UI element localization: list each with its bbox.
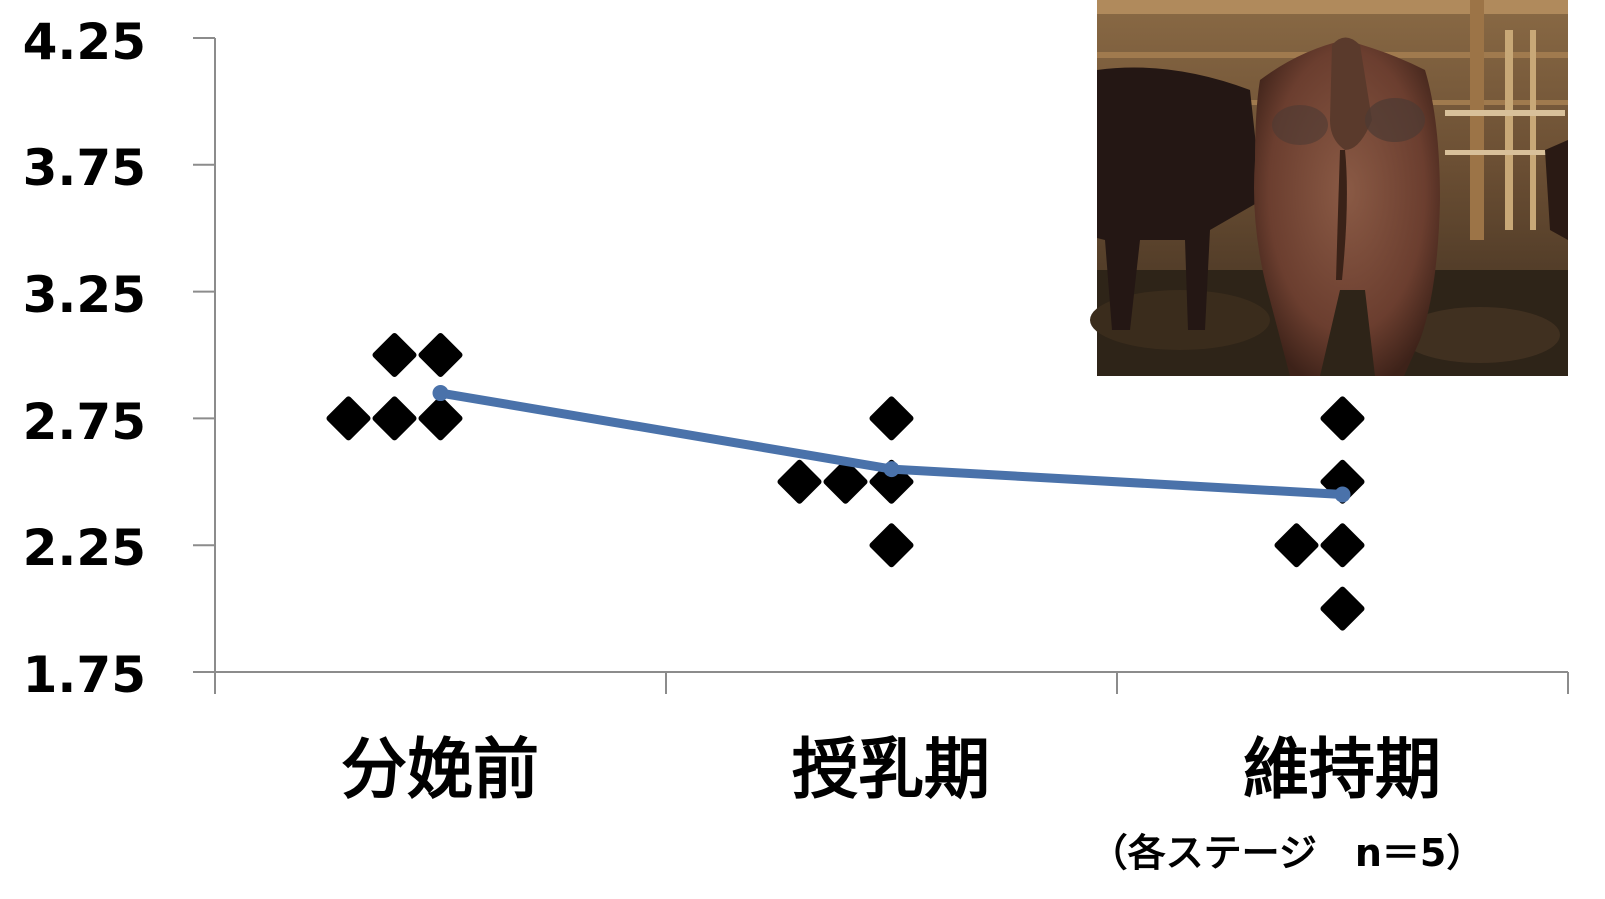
data-point <box>869 523 914 568</box>
mean-line-layer <box>432 385 1351 503</box>
category-label: 授乳期 <box>792 731 990 808</box>
y-tick-label: 3.75 <box>23 139 146 197</box>
x-tick-marks <box>214 672 1569 694</box>
y-tick-label: 1.75 <box>23 646 146 704</box>
data-point <box>823 459 868 504</box>
y-tick-label: 4.25 <box>23 13 146 71</box>
data-point <box>1320 396 1365 441</box>
data-point <box>869 396 914 441</box>
cow-rear-view-photo <box>1090 0 1568 376</box>
data-point <box>372 333 417 377</box>
y-tick-label: 3.25 <box>23 266 146 324</box>
category-labels: 分娩前 授乳期 維持期 <box>341 731 1441 808</box>
data-point <box>1274 523 1319 568</box>
data-point <box>326 396 371 441</box>
mean-marker <box>432 385 449 402</box>
y-tick-label: 2.75 <box>23 393 146 451</box>
data-point <box>418 396 463 441</box>
data-points <box>326 333 1365 631</box>
y-tick-marks <box>193 37 215 673</box>
data-point <box>777 459 822 504</box>
mean-marker <box>1334 486 1351 503</box>
category-label: 分娩前 <box>341 731 539 808</box>
data-point <box>372 396 417 441</box>
sample-size-note: （各ステージ n＝5） <box>1090 831 1485 875</box>
data-point <box>1320 586 1365 631</box>
data-point <box>418 333 463 377</box>
mean-marker <box>883 461 900 478</box>
y-tick-labels: 4.25 3.75 3.25 2.75 2.25 1.75 <box>23 13 146 704</box>
data-point <box>1320 523 1365 568</box>
y-tick-label: 2.25 <box>23 519 146 577</box>
category-label: 維持期 <box>1243 731 1441 808</box>
